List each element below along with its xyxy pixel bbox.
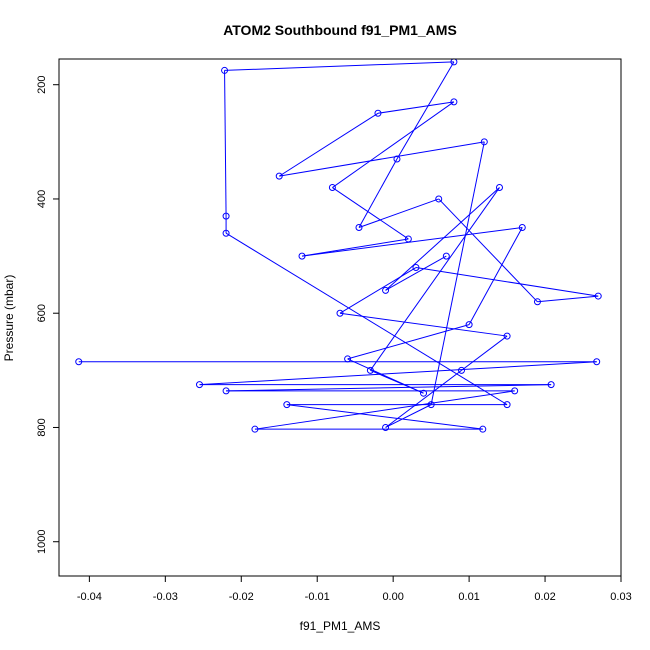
series-segment [385, 187, 500, 291]
series-segment [385, 404, 432, 428]
series-segment [278, 112, 379, 177]
data-point [196, 381, 203, 389]
data-point [221, 66, 229, 74]
series-segment [332, 187, 409, 240]
series-segment [332, 101, 455, 188]
y-tick-label: 1000 [36, 529, 48, 553]
data-point [594, 292, 602, 300]
data-point [593, 358, 601, 366]
series-segment [347, 324, 470, 360]
series-segment [415, 267, 599, 297]
series-segment [224, 70, 227, 217]
chart-title: ATOM2 Southbound f91_PM1_AMS [223, 22, 457, 38]
series-segment [301, 227, 523, 257]
data-point [547, 381, 555, 389]
plot-area [75, 58, 602, 433]
data-point [450, 98, 458, 106]
series-segment [301, 238, 409, 257]
x-axis-label: f91_PM1_AMS [300, 619, 381, 633]
series-segment [339, 267, 417, 314]
data-point [251, 425, 259, 433]
data-point [382, 423, 390, 431]
data-point [298, 252, 306, 260]
series-segment [226, 384, 552, 392]
y-axis: 200 400 600 800 1000 [36, 76, 59, 554]
series-segment [369, 187, 500, 371]
data-point [442, 252, 450, 260]
series-segment [385, 255, 447, 291]
x-tick-label: 0.01 [458, 591, 479, 603]
x-tick-label: -0.01 [305, 591, 330, 603]
data-point [479, 425, 487, 433]
series-segment [199, 361, 597, 386]
data-point [465, 321, 473, 329]
x-tick-label: 0.02 [534, 591, 555, 603]
x-tick-label: 0.03 [610, 591, 631, 603]
data-point [366, 366, 374, 374]
series-segment [254, 390, 515, 430]
data-point [75, 358, 83, 366]
series-segment [279, 141, 485, 177]
data-point [222, 229, 230, 237]
data-point [503, 401, 511, 409]
series-segment [377, 101, 454, 114]
series-segment [438, 198, 538, 303]
y-tick-label: 600 [36, 304, 48, 322]
x-tick-label: -0.02 [229, 591, 254, 603]
data-point [420, 389, 428, 397]
data-point [518, 224, 526, 232]
series-segment [468, 227, 523, 325]
series-segment [461, 335, 508, 371]
series-segment [339, 312, 508, 337]
x-axis: -0.04 -0.03 -0.02 -0.01 0.00 0.01 0.02 0.03 [77, 576, 632, 603]
series-segment [537, 295, 599, 303]
data-point [404, 235, 412, 243]
series-segment [430, 141, 485, 405]
data-point [435, 195, 443, 203]
y-tick-label: 800 [36, 418, 48, 436]
data-point [222, 212, 230, 220]
series-segment [358, 158, 398, 228]
y-tick-label: 400 [36, 190, 48, 208]
data-point [480, 138, 488, 146]
data-point [533, 298, 541, 306]
data-point [427, 401, 435, 409]
series-segment [358, 198, 439, 228]
data-point [344, 355, 352, 363]
series-segment [225, 232, 508, 406]
series-segment [370, 369, 424, 394]
data-point [355, 224, 363, 232]
plot-frame [58, 58, 622, 577]
x-tick-label: -0.04 [77, 591, 102, 603]
x-tick-label: 0.00 [382, 591, 403, 603]
x-tick-label: -0.03 [153, 591, 178, 603]
data-point [283, 401, 291, 409]
series-segment [224, 61, 454, 71]
data-point [382, 286, 390, 294]
data-point [412, 264, 420, 272]
data-point [503, 332, 511, 340]
data-point [222, 387, 230, 395]
data-point [336, 309, 344, 317]
data-point [275, 172, 283, 180]
data-point [458, 366, 466, 374]
series-segment [385, 369, 462, 428]
series-segment [396, 61, 455, 160]
y-axis-label: Pressure (mbar) [2, 275, 16, 362]
y-tick-label: 200 [36, 76, 48, 94]
data-point [495, 184, 503, 192]
data-point [328, 184, 336, 192]
data-point [374, 109, 382, 117]
data-point [511, 387, 519, 395]
data-point [393, 155, 401, 163]
series-segment [286, 404, 483, 430]
